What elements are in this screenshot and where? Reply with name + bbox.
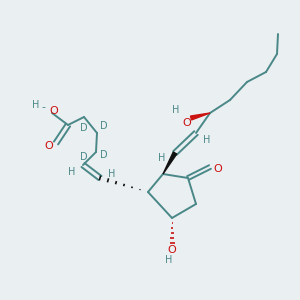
Text: H: H: [108, 169, 116, 179]
Text: H: H: [32, 100, 40, 110]
Text: H: H: [158, 153, 166, 163]
Text: D: D: [80, 123, 88, 133]
Polygon shape: [190, 113, 210, 120]
Polygon shape: [163, 152, 177, 174]
Text: O: O: [45, 141, 53, 151]
Text: -: -: [41, 102, 45, 112]
Text: O: O: [168, 245, 176, 255]
Text: H: H: [165, 255, 173, 265]
Text: D: D: [100, 150, 108, 160]
Text: O: O: [214, 164, 222, 174]
Text: H: H: [203, 135, 211, 145]
Text: D: D: [100, 121, 108, 131]
Text: H: H: [68, 167, 76, 177]
Text: H: H: [172, 105, 180, 115]
Text: D: D: [80, 152, 88, 162]
Text: O: O: [183, 118, 191, 128]
Text: O: O: [50, 106, 58, 116]
